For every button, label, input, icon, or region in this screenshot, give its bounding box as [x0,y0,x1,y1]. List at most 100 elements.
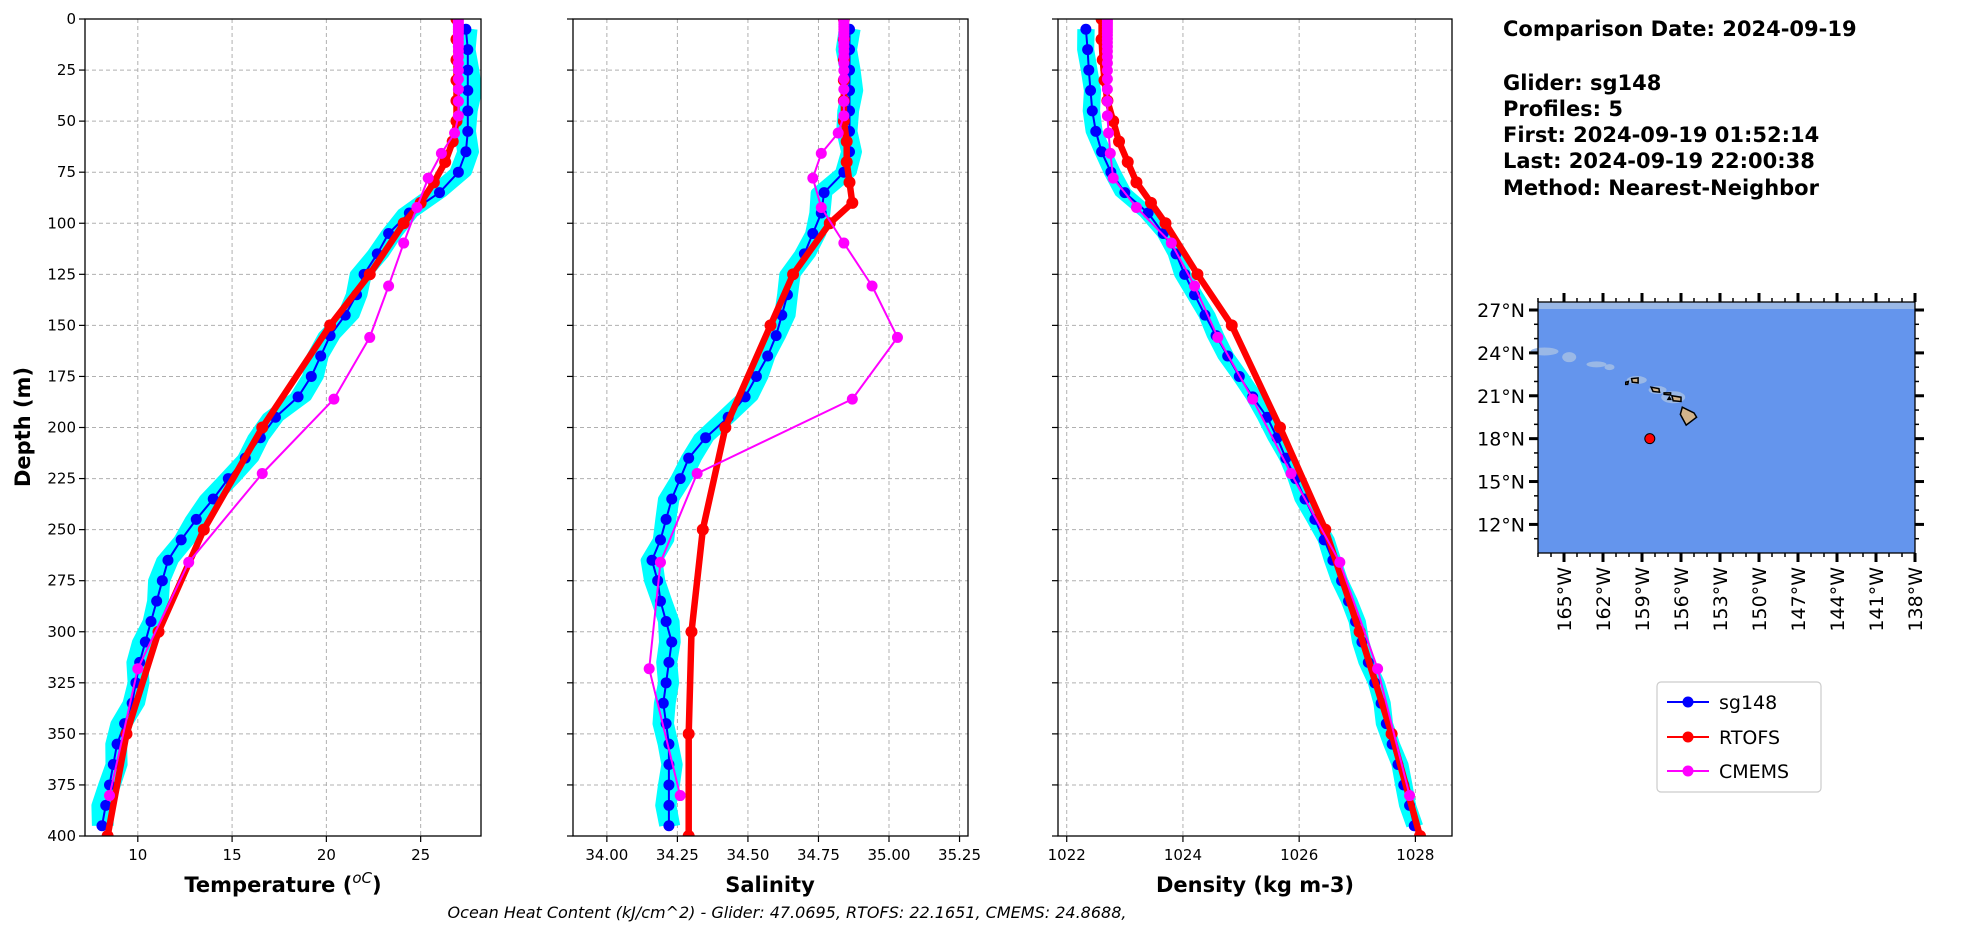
cmems-point [183,556,195,568]
glider-point [700,432,712,444]
cmems-point [691,467,703,479]
rtofs-point [843,176,856,189]
y-tick-label: 25 [57,61,76,79]
x-tick-label: 1028 [1396,846,1434,864]
shallow-bank [1604,364,1615,371]
cmems-point [1285,467,1297,479]
legend: sg148 RTOFS CMEMS [1656,681,1822,793]
island [1630,377,1639,384]
info-profiles: Profiles: 5 [1503,97,1623,121]
panel-temperature: 0 25 50 75 100 125 150 175 200 225 250 275 300 325 350… [47,10,482,864]
cmems-point [328,393,340,405]
rtofs-point [1225,319,1238,332]
rtofs-point [787,268,800,281]
legend-item-sg148: sg148 [1667,692,1777,714]
glider-point [462,64,474,76]
glider-point [462,125,474,137]
map-lon-label: 141°W [1866,567,1888,632]
glider-point [666,636,678,648]
glider-point [190,513,202,525]
cmems-point [1107,172,1119,184]
x-tick-label: 10 [128,846,147,864]
x-tick-label: 1026 [1280,846,1318,864]
legend-label: RTOFS [1719,727,1780,749]
cmems-point [435,147,447,159]
cmems-point [452,83,464,95]
glider-point [1090,125,1102,137]
axes-frame [84,18,482,837]
legend-marker [1682,731,1694,743]
y-tick-label: 325 [47,674,76,692]
series-group [91,19,481,836]
rtofs-point [1319,523,1332,536]
ohc-caption: Ocean Heat Content (kJ/cm^2) - Glider: 4… [448,903,1127,922]
glider-point [750,370,762,382]
island [1666,395,1672,401]
legend-box [1656,681,1822,793]
cmems-point [1372,663,1384,675]
cmems-point [815,202,827,214]
cmems-point [1130,202,1142,214]
legend-item-cmems: CMEMS [1667,761,1789,783]
glider-point [434,187,446,199]
cmems-point [838,237,850,249]
rtofs-point [696,523,709,536]
cmems-point [398,237,410,249]
map-lon-label: 159°W [1632,567,1654,632]
cmems-point [1103,127,1115,139]
glider-point [292,391,304,403]
shallow-bank [1562,352,1577,363]
cmems-point [1247,393,1259,405]
map-lon-label: 153°W [1710,567,1732,632]
glider-point [1085,84,1097,96]
cmems-point [846,393,858,405]
y-tick-label: 0 [66,10,76,28]
cmems-point [654,556,666,568]
glider-point [1080,23,1092,35]
info-method: Method: Nearest-Neighbor [1503,176,1820,200]
glider-point [305,370,317,382]
glider-point [145,616,157,628]
map-lon-label: 144°W [1827,567,1849,632]
rtofs-point [397,217,410,230]
y-tick-label: 300 [47,623,76,641]
panel-density: 1022 1024 1026 1028 [1048,18,1453,864]
y-axis-label: Depth (m) [11,367,35,487]
y-tick-label: 250 [47,521,76,539]
glider-point [1280,452,1292,464]
cmems-point [104,790,116,802]
glider-location-marker [1644,433,1656,445]
map-lon-label: 165°W [1554,567,1576,632]
cmems-point [132,663,144,675]
cmems-point [1101,83,1113,95]
map-lon-label: 147°W [1788,567,1810,632]
info-comparison-date: Comparison Date: 2024-09-19 [1503,17,1857,41]
glider-point [660,616,672,628]
glider-point [462,105,474,117]
rtofs-point [363,268,376,281]
cmems-point [422,172,434,184]
glider-point [762,350,774,362]
rtofs-point [1414,830,1427,836]
cmems-point [1101,95,1113,107]
glider-point [460,146,472,158]
cmems-point [449,127,461,139]
cmems-point [1334,556,1346,568]
glider-point [818,187,830,199]
cmems-point [838,83,850,95]
x-axis-label-salinity: Salinity [725,873,815,897]
glider-point [657,697,669,709]
rtofs-point [101,830,114,836]
info-last: Last: 2024-09-19 22:00:38 [1503,149,1815,173]
x-tick-label: 34.50 [726,846,769,864]
glider-point [139,636,151,648]
rtofs-point [1121,155,1134,168]
glider-point [1082,44,1094,56]
info-glider: Glider: sg148 [1503,71,1661,95]
rtofs-point [764,319,777,332]
legend-label: sg148 [1719,692,1777,714]
glider-point [654,595,666,607]
rtofs-point [685,625,698,638]
cmems-point [838,64,850,76]
